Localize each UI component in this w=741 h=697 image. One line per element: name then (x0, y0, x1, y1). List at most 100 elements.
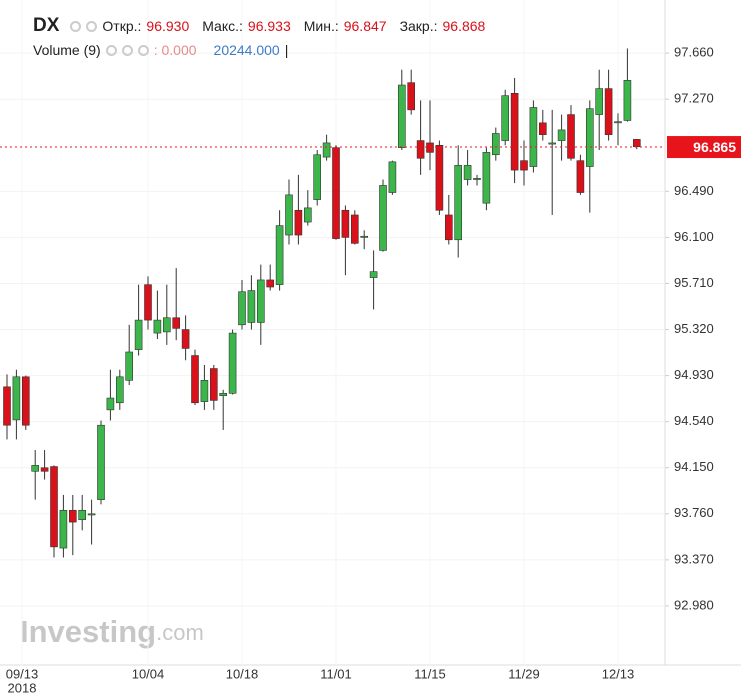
candle-body (31, 465, 40, 472)
x-tick-label: 10/18 (226, 666, 259, 681)
candle-body (341, 209, 350, 238)
candle-body (106, 397, 115, 411)
candle-body (228, 332, 237, 394)
candle-body (426, 142, 434, 153)
candle-body (163, 317, 171, 333)
candle-body (435, 144, 444, 211)
low-label: Мин.: (303, 18, 339, 34)
candle-body (491, 133, 500, 156)
watermark-suffix: .com (156, 620, 204, 645)
candle-body (350, 214, 359, 244)
candle-body (50, 466, 58, 548)
candle-body (529, 107, 538, 167)
candle-body (153, 319, 162, 334)
y-tick-label: 97.660 (674, 45, 714, 60)
last-price-label: 96.865 (693, 139, 736, 155)
volume-average: 20244.000 (213, 42, 280, 58)
candle-body (266, 279, 275, 288)
candle-body (360, 235, 369, 238)
symbol: DX (33, 15, 60, 36)
candle-body (247, 290, 256, 323)
volume-row: Volume (9) : 0.000 20244.000 | (33, 38, 493, 62)
last-price-tag (667, 136, 741, 159)
candle-body (144, 284, 152, 321)
candle-body (632, 139, 641, 148)
candle-body (510, 93, 519, 171)
candle-body (463, 165, 472, 180)
candle-body (623, 80, 632, 121)
candle-body (12, 376, 21, 421)
header: DX Откр.: 96.930 Макс.: 96.933 Мин.: 96.847… (33, 14, 493, 62)
candle-body (87, 513, 96, 516)
x-tick-label: 11/15 (414, 666, 446, 681)
high-value: 96.933 (247, 18, 291, 34)
candle-body (369, 271, 378, 278)
y-tick-label: 93.760 (674, 505, 714, 520)
candle-body (557, 129, 566, 141)
candle-body (78, 509, 86, 521)
candle-body (548, 142, 557, 145)
y-tick-label: 95.710 (674, 275, 714, 290)
watermark: Investing.com (20, 614, 204, 649)
candle-body (21, 376, 30, 426)
close-label: Закр.: (399, 18, 438, 34)
y-tick-label: 96.490 (674, 183, 714, 198)
eye-icon[interactable] (105, 44, 117, 56)
open-label: Откр.: (102, 18, 142, 34)
cursor: | (284, 42, 289, 58)
candle-body (576, 160, 585, 193)
watermark-brand: Investing (20, 614, 156, 649)
candle-body (134, 319, 143, 350)
candle-body (59, 509, 68, 549)
x-tick-label: 11/01 (320, 666, 352, 681)
candle-body (482, 152, 491, 204)
low-value: 96.847 (343, 18, 387, 34)
close-value: 96.868 (442, 18, 486, 34)
y-tick-label: 94.150 (674, 459, 714, 474)
eye-icon[interactable] (70, 20, 82, 32)
candle-body (538, 122, 547, 135)
x-tick-label: 12/13 (602, 666, 635, 681)
candle-body (332, 147, 340, 239)
candle-body (3, 386, 11, 426)
high-label: Макс.: (202, 18, 243, 34)
candle-body (567, 114, 575, 159)
candle-body (520, 160, 528, 171)
y-tick-label: 94.540 (674, 413, 714, 428)
y-tick-label: 97.270 (674, 91, 714, 106)
candle-body (473, 178, 481, 180)
candle-body (125, 351, 133, 381)
settings-icon[interactable] (86, 20, 98, 32)
volume-value: : 0.000 (153, 42, 197, 58)
candle-body (379, 185, 387, 251)
candle-body (181, 329, 190, 349)
candle-body (444, 214, 453, 241)
candle-body (40, 467, 49, 472)
candle-body (97, 424, 105, 500)
candle-body (604, 88, 613, 135)
candle-body (416, 140, 425, 159)
x-tick-label: 09/13 (6, 666, 39, 681)
y-tick-label: 92.980 (674, 597, 714, 612)
candle-body (454, 165, 463, 241)
candle-body (585, 108, 594, 167)
y-tick-label: 95.320 (674, 321, 714, 336)
candle-body (116, 376, 124, 404)
candle-body (388, 161, 397, 193)
close-icon[interactable] (137, 44, 149, 56)
settings-icon[interactable] (121, 44, 133, 56)
candle-body (172, 317, 180, 329)
y-tick-label: 93.370 (674, 551, 714, 566)
x-tick-label: 11/29 (508, 666, 540, 681)
candle-body (210, 368, 218, 401)
candle-body (303, 207, 312, 223)
candle-body (219, 393, 227, 396)
candle-body (313, 154, 322, 200)
candle-body (69, 509, 77, 523)
quote-row: DX Откр.: 96.930 Макс.: 96.933 Мин.: 96.847… (33, 14, 493, 38)
y-tick-label: 94.930 (674, 367, 714, 382)
candle-body (595, 88, 604, 115)
candle-body (397, 84, 406, 148)
candle-body (614, 121, 622, 124)
